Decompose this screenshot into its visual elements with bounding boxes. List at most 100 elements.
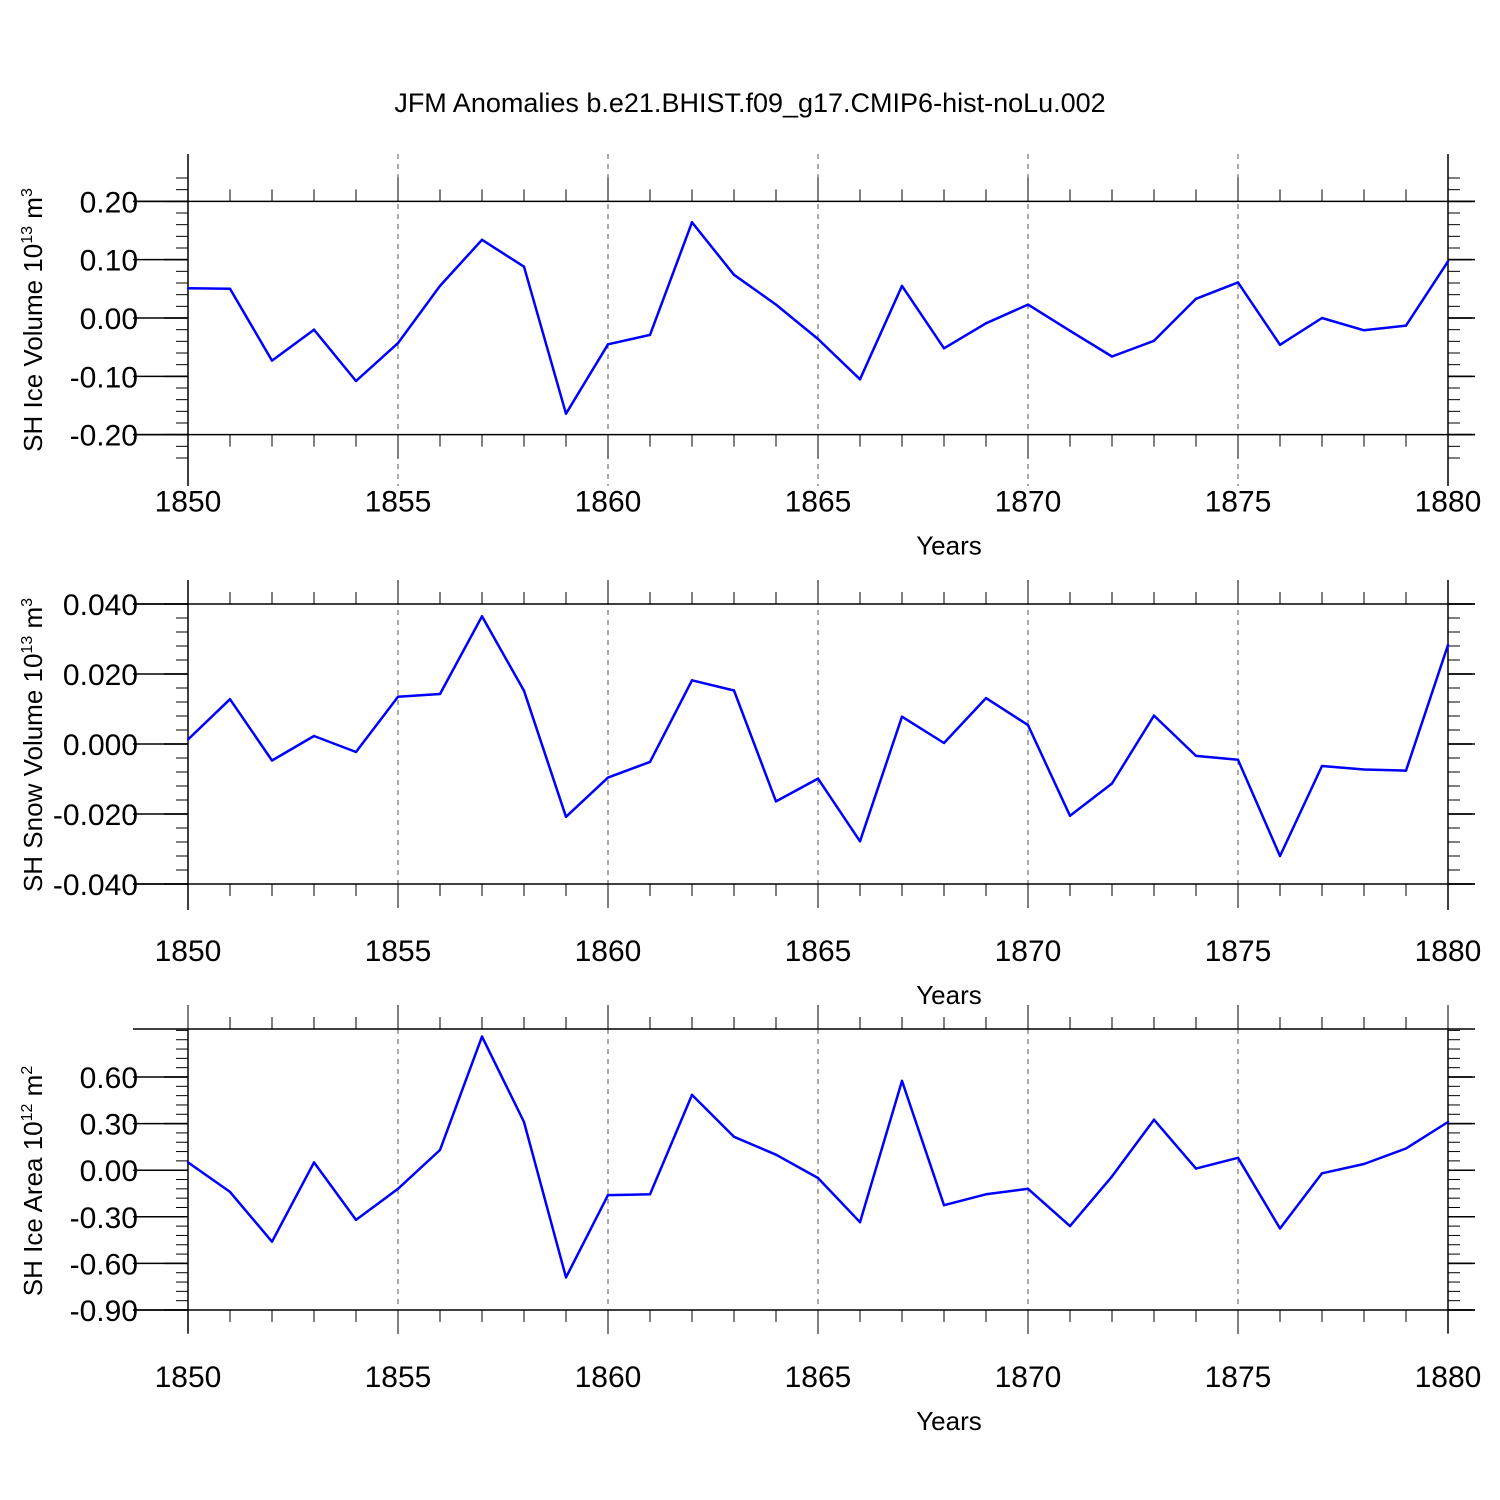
data-point (1026, 723, 1030, 727)
x-axis-title: Years (916, 1406, 982, 1436)
data-point (270, 759, 274, 762)
data-point (606, 1193, 610, 1197)
data-point (858, 1221, 862, 1224)
x-tick-label: 1850 (155, 935, 222, 968)
data-point (438, 284, 442, 288)
data-point (942, 1203, 946, 1207)
data-point (648, 760, 652, 764)
data-point (480, 615, 484, 618)
data-point (228, 698, 232, 701)
data-point (522, 265, 526, 268)
data-point (1404, 1147, 1408, 1150)
y-tick-label: -0.90 (70, 1295, 138, 1328)
y-tick-label: -0.040 (53, 869, 138, 902)
x-tick-label: 1860 (575, 935, 642, 968)
chart-panel-2: 0.040 0.020 0.000 -0.020 -0.040 1850 1855 1860 1… (18, 580, 1481, 1010)
x-tick-label: 1850 (155, 1361, 222, 1394)
data-point (774, 800, 778, 803)
data-point (438, 692, 442, 696)
data-point (1236, 281, 1240, 284)
y-tick-label: -0.20 (70, 420, 138, 453)
y-tick-label: 0.020 (63, 659, 138, 692)
x-tick-label: 1880 (1415, 1361, 1482, 1394)
data-point (1362, 329, 1366, 332)
data-point (1236, 1156, 1240, 1159)
data-point (1026, 303, 1030, 306)
data-point (690, 679, 694, 682)
data-point (1110, 355, 1114, 358)
data-point (732, 273, 736, 277)
data-point (900, 1079, 904, 1083)
data-point (1278, 854, 1282, 858)
data-point (1278, 1227, 1282, 1230)
data-point (1194, 1167, 1198, 1170)
data-point (816, 337, 820, 341)
x-axis-title: Years (916, 980, 982, 1010)
data-point (816, 1176, 820, 1180)
data-point (312, 328, 316, 331)
data-point (1194, 297, 1198, 300)
data-point (186, 738, 190, 741)
data-point (228, 1190, 232, 1194)
y-tick-label: 0.00 (80, 1155, 138, 1188)
data-point (186, 1161, 190, 1164)
data-point (900, 715, 904, 718)
data-point (1026, 1187, 1030, 1191)
data-point (564, 815, 568, 818)
x-tick-label: 1875 (1205, 1361, 1272, 1394)
data-point (606, 776, 610, 779)
x-tick-label: 1865 (785, 1361, 852, 1394)
data-point (354, 1218, 358, 1222)
y-tick-label: -0.10 (70, 361, 138, 394)
data-point (1362, 1162, 1366, 1166)
x-tick-label: 1860 (575, 486, 642, 519)
data-point (564, 1276, 568, 1279)
data-point (564, 412, 568, 415)
y-tick-label: 0.000 (63, 729, 138, 762)
data-point (1404, 324, 1408, 327)
data-point (984, 1193, 988, 1196)
data-point (1194, 754, 1198, 758)
x-tick-label: 1855 (365, 486, 432, 519)
x-tick-label: 1880 (1415, 935, 1482, 968)
data-point (942, 347, 946, 350)
data-point (396, 1187, 400, 1191)
chart-panel-1: 0.20 0.10 0.00 -0.10 -0.20 1850 1855 1860 1865 18… (18, 154, 1481, 561)
data-point (1278, 343, 1282, 347)
data-point (186, 287, 190, 290)
data-point (648, 333, 652, 337)
data-point (774, 1153, 778, 1156)
data-point (690, 221, 694, 224)
y-tick-label: -0.60 (70, 1248, 138, 1281)
data-point (1068, 814, 1072, 817)
chart-title: JFM Anomalies b.e21.BHIST.f09_g17.CMIP6-… (394, 88, 1106, 118)
data-point (606, 343, 610, 346)
y-tick-label: -0.30 (70, 1202, 138, 1235)
data-point (816, 777, 820, 780)
data-point (228, 287, 232, 291)
data-point (1404, 769, 1408, 772)
y-tick-label: -0.020 (53, 799, 138, 832)
x-tick-label: 1875 (1205, 935, 1272, 968)
data-point (1110, 1175, 1114, 1178)
data-point (354, 379, 358, 383)
data-point (858, 378, 862, 381)
data-point (1362, 768, 1366, 771)
data-point (690, 1093, 694, 1097)
data-point (1110, 782, 1114, 785)
chart-panel-3: 0.60 0.30 0.00 -0.30 -0.60 -0.90 1850 1855 1860 1… (18, 1005, 1481, 1436)
data-point (1236, 758, 1240, 761)
y-tick-label: 0.30 (80, 1109, 138, 1142)
data-point (984, 322, 988, 325)
data-point (648, 1193, 652, 1196)
data-point (900, 284, 904, 288)
data-point (858, 840, 862, 843)
y-axis-title: SH Snow Volume 1013 m3 (18, 598, 48, 892)
data-point (774, 303, 778, 306)
data-point (480, 238, 484, 242)
y-tick-label: 0.00 (80, 303, 138, 336)
data-point (522, 1120, 526, 1124)
x-tick-label: 1870 (995, 1361, 1062, 1394)
x-tick-label: 1865 (785, 486, 852, 519)
